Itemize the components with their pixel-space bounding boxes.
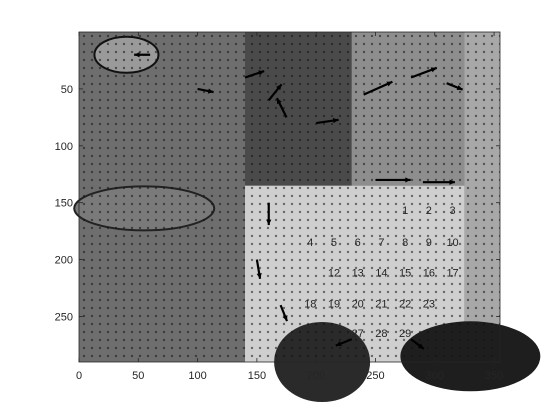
calendar-number: 8 — [402, 237, 408, 249]
calendar-number: 28 — [375, 328, 387, 340]
quiver-arrow — [197, 87, 214, 94]
calendar-number: 29 — [399, 328, 411, 340]
background-image — [73, 32, 541, 402]
x-tick: 200 — [307, 32, 325, 382]
y-tick: 100 — [55, 141, 500, 153]
calendar-number: 10 — [446, 237, 458, 249]
x-tick: 150 — [248, 32, 266, 382]
calendar-number: 6 — [355, 237, 361, 249]
calendar-number: 4 — [307, 237, 313, 249]
calendar-number: 9 — [426, 237, 432, 249]
calendar-number: 13 — [352, 268, 364, 280]
quiver-arrow — [446, 82, 464, 91]
y-tick: 150 — [55, 198, 500, 210]
calendar-number: 3 — [450, 205, 456, 217]
x-tick-label: 100 — [188, 370, 206, 382]
quiver-arrow — [335, 338, 353, 347]
quiver-arrow — [267, 83, 283, 101]
y-tick: 200 — [55, 255, 500, 267]
x-tick: 50 — [132, 32, 144, 382]
calendar-number: 20 — [352, 298, 364, 310]
x-tick: 350 — [485, 32, 503, 382]
y-tick-label: 50 — [61, 84, 73, 96]
x-tick-label: 250 — [366, 370, 384, 382]
x-tick-label: 50 — [132, 370, 144, 382]
quiver-arrow — [375, 177, 411, 183]
quiver-arrow — [255, 259, 262, 279]
calendar-number: 23 — [423, 298, 435, 310]
quiver-arrow — [316, 118, 339, 125]
y-axis-ticks: 50 100 150 200 250 — [55, 84, 500, 323]
calendar-number: 27 — [352, 328, 364, 340]
quiver-arrow — [363, 80, 393, 96]
image-dot-grid — [79, 32, 500, 362]
calendar-number: 19 — [328, 298, 340, 310]
calendar-number: 21 — [375, 298, 387, 310]
x-tick: 300 — [426, 32, 444, 382]
x-tick: 100 — [188, 32, 207, 382]
quiver-arrows — [134, 52, 464, 350]
y-tick-label: 250 — [55, 311, 73, 323]
quiver-arrow — [422, 179, 455, 185]
y-tick: 250 — [55, 311, 500, 323]
x-tick-label: 0 — [76, 370, 82, 382]
quiver-arrow — [410, 338, 425, 350]
calendar-number: 18 — [304, 298, 316, 310]
quiver-arrow — [134, 52, 151, 58]
calendar-number: 2 — [426, 205, 432, 217]
calendar-number: 22 — [399, 298, 411, 310]
x-tick-label: 350 — [485, 370, 503, 382]
quiver-arrow — [410, 66, 438, 79]
x-tick-label: 300 — [426, 370, 444, 382]
calendar-number: 17 — [446, 268, 458, 280]
x-tick-label: 200 — [307, 370, 325, 382]
y-tick-label: 100 — [55, 141, 73, 153]
calendar-number: 7 — [378, 237, 384, 249]
y-tick-label: 150 — [55, 198, 73, 210]
calendar-number: 12 — [328, 268, 340, 280]
plot-area-frame — [78, 31, 501, 363]
calendar-number: 1 — [402, 205, 408, 217]
x-tick: 250 — [366, 32, 385, 382]
x-axis-ticks: 0 50 100 150 200 250 300 350 — [76, 32, 503, 382]
x-tick-label: 150 — [248, 370, 266, 382]
quiver-arrow — [275, 97, 288, 118]
quiver-arrow — [244, 70, 265, 79]
quiver-arrow — [266, 202, 272, 226]
y-tick-label: 200 — [55, 255, 73, 267]
quiver-arrow — [279, 304, 289, 322]
calendar-number: 16 — [423, 268, 435, 280]
calendar-number: 15 — [399, 268, 411, 280]
calendar-number: 14 — [375, 268, 387, 280]
calendar-number: 5 — [331, 237, 337, 249]
x-tick: 0 — [76, 32, 82, 382]
y-tick: 50 — [61, 84, 500, 96]
